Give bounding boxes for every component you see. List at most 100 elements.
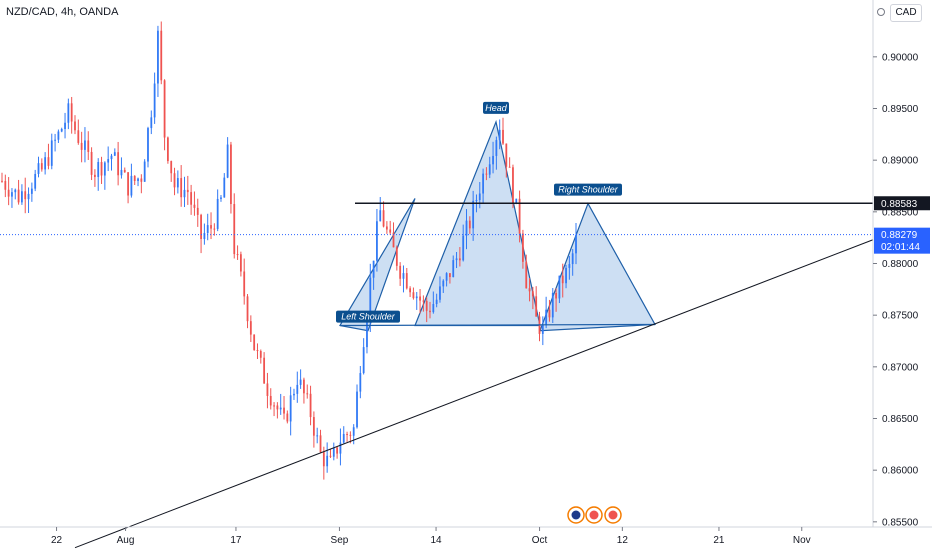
candle-body — [495, 140, 498, 156]
candle-body — [283, 407, 285, 414]
candle-body — [253, 334, 256, 351]
candle-body — [34, 173, 37, 189]
candle-body — [60, 129, 63, 132]
y-tick-label: 0.86000 — [882, 466, 919, 477]
candle-body — [230, 144, 232, 205]
candle-body — [312, 417, 315, 436]
candle-body — [153, 83, 156, 118]
candle-body — [213, 228, 216, 230]
candle-body — [409, 288, 412, 293]
candle-body — [276, 405, 279, 410]
candle-body — [203, 232, 206, 240]
y-tick-label: 0.86500 — [882, 414, 919, 425]
candle-body — [531, 291, 534, 297]
candle-body — [137, 178, 139, 181]
candle-body — [24, 191, 27, 200]
pattern-label: Head — [485, 103, 508, 113]
candle-body — [445, 273, 448, 281]
candle-body — [485, 173, 488, 175]
candle-body — [498, 129, 501, 141]
candle-body — [239, 254, 242, 272]
candle-body — [50, 140, 53, 166]
candle-body — [422, 300, 425, 302]
candle-body — [186, 189, 189, 193]
pattern-triangle — [539, 202, 656, 332]
x-tick-label: 17 — [230, 535, 242, 546]
candle-body — [458, 258, 461, 261]
candle-body — [206, 225, 209, 233]
candle-body — [74, 121, 76, 131]
candle-body — [541, 324, 544, 334]
x-tick-label: Nov — [793, 535, 811, 546]
candle-body — [107, 159, 110, 163]
candle-body — [352, 427, 355, 436]
candle-body — [27, 193, 30, 200]
pattern-labels: Left Shoulder Head Right Shoulder — [336, 101, 622, 323]
candle-body — [502, 129, 504, 144]
candle-body — [462, 235, 465, 261]
current-price-tag: 0.88279 — [881, 230, 918, 241]
candle-body — [565, 267, 567, 284]
candle-body — [259, 351, 262, 358]
candle-body — [100, 162, 103, 176]
candle-body — [243, 271, 246, 297]
resistance-price-tag: 0.88583 — [881, 199, 918, 210]
candle-body — [389, 229, 392, 233]
candle-body — [415, 296, 418, 299]
candle-body — [505, 143, 508, 167]
candle-body — [14, 189, 17, 193]
candle-body — [170, 161, 173, 174]
y-tick-label: 0.89500 — [882, 104, 919, 115]
candle-body — [196, 207, 199, 215]
candle-body — [359, 373, 362, 392]
candle-body — [575, 235, 577, 254]
pattern-label-bg — [554, 183, 622, 196]
candle-body — [372, 260, 375, 278]
countdown-tag: 02:01:44 — [881, 242, 920, 253]
candle-body — [452, 260, 455, 278]
candle-body — [342, 433, 345, 443]
flag-canada-icon[interactable] — [585, 506, 603, 524]
candle-body — [64, 122, 66, 130]
candle-body — [336, 447, 339, 454]
x-tick-label: Sep — [331, 535, 349, 546]
candle-body — [568, 264, 571, 268]
flag-new-zealand-icon[interactable] — [567, 506, 585, 524]
candle-body — [332, 447, 335, 457]
candles — [1, 21, 577, 480]
pattern-label-bg — [336, 310, 400, 323]
candle-body — [140, 178, 143, 182]
candle-body — [163, 80, 166, 138]
candle-body — [518, 198, 521, 234]
candle-body — [97, 162, 100, 177]
candle-body — [110, 155, 113, 160]
candle-body — [309, 393, 312, 418]
candle-body — [326, 455, 329, 467]
candle-body — [512, 167, 514, 204]
neckline — [339, 323, 656, 327]
candle-body — [269, 395, 272, 406]
candle-body — [435, 299, 438, 305]
candle-body — [94, 174, 96, 177]
x-tick-label: Aug — [117, 535, 135, 546]
candle-body — [200, 214, 202, 240]
scale-toggle-icon[interactable] — [877, 8, 885, 16]
candle-body — [522, 233, 524, 262]
candle-body — [123, 169, 126, 173]
trendline — [74, 239, 874, 549]
candle-body — [113, 152, 116, 156]
candle-body — [429, 310, 431, 313]
candle-body — [392, 232, 395, 248]
candle-body — [70, 103, 73, 122]
candle-body — [293, 393, 295, 396]
candle-body — [4, 181, 7, 190]
candle-body — [465, 220, 468, 236]
flag-canada-icon[interactable] — [604, 506, 622, 524]
y-tick-label: 0.87500 — [882, 311, 919, 322]
candle-body — [77, 130, 80, 143]
currency-button[interactable]: CAD — [890, 4, 922, 22]
candle-body — [558, 275, 561, 299]
candle-body — [419, 296, 421, 301]
candle-body — [67, 103, 70, 123]
